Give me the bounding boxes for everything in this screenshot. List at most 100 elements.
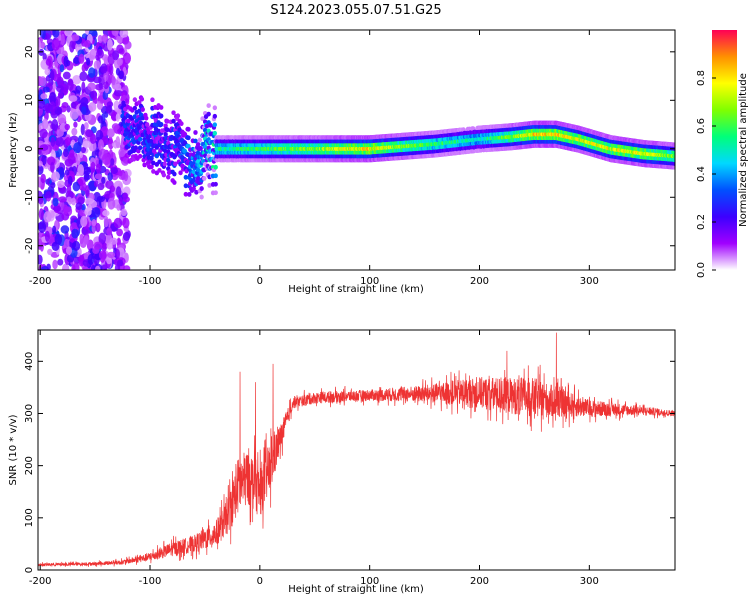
spectrogram-cell bbox=[98, 250, 107, 260]
spectrogram-cell bbox=[80, 123, 85, 136]
spectrogram-cell bbox=[103, 70, 109, 82]
spectrogram-cell bbox=[197, 137, 203, 143]
spectrogram-cell bbox=[183, 183, 189, 189]
spectrogram-cell bbox=[198, 145, 203, 151]
spectrogram-cell bbox=[195, 159, 201, 164]
spectrogram-cell bbox=[40, 173, 46, 184]
spectrogram-cell bbox=[175, 113, 181, 119]
spectrogram-cell bbox=[159, 113, 164, 119]
spectrogram-cell bbox=[56, 128, 64, 137]
spectrogram-cell bbox=[98, 232, 106, 245]
spectrogram-cell bbox=[159, 105, 164, 110]
spectrogram-cell bbox=[132, 105, 138, 111]
spectrogram-cell bbox=[100, 63, 108, 74]
spectrogram-cell bbox=[92, 76, 102, 84]
spectrogram-cell bbox=[43, 211, 52, 223]
spectrogram-cell bbox=[38, 165, 44, 175]
spectrogram-cell bbox=[64, 169, 70, 176]
spectrogram-cell bbox=[56, 180, 65, 188]
spectrogram-cell bbox=[206, 103, 211, 109]
spectrogram-cell bbox=[49, 101, 56, 113]
spectrogram-cell bbox=[111, 123, 120, 131]
spectrogram-cell bbox=[70, 101, 77, 109]
spectrogram-cell bbox=[118, 196, 123, 205]
spectrogram-cell bbox=[97, 115, 104, 124]
spectrogram-cell bbox=[80, 146, 87, 154]
spectrogram-cell bbox=[67, 79, 74, 91]
spectrogram-cell bbox=[66, 183, 72, 196]
spectrogram-cell bbox=[52, 171, 60, 182]
spectrogram-cell bbox=[157, 167, 162, 173]
spectrogram-cell bbox=[47, 248, 53, 255]
spectrogram-cell bbox=[57, 91, 64, 99]
spectrogram-cell bbox=[38, 235, 42, 247]
spectrogram-cell bbox=[95, 163, 102, 174]
spectrogram-cell bbox=[165, 127, 170, 133]
spectrogram-cell bbox=[72, 181, 80, 192]
spectrogram-cell bbox=[41, 118, 49, 130]
spectrogram-cell bbox=[45, 58, 52, 66]
spectrogram-cells bbox=[38, 30, 675, 270]
spectrogram-cell bbox=[186, 126, 191, 132]
spectrogram-cell bbox=[44, 102, 51, 113]
spectrogram-cell bbox=[97, 182, 105, 191]
spectrogram-cell bbox=[116, 237, 122, 247]
spectrogram-cell bbox=[140, 107, 145, 112]
spectrogram-cell bbox=[111, 50, 120, 61]
spectrogram-cell bbox=[137, 136, 143, 142]
spectrogram-cell bbox=[186, 135, 191, 141]
spectrogram-cell bbox=[96, 195, 106, 203]
spectrogram-cell bbox=[52, 225, 57, 234]
spectrogram-cell bbox=[84, 185, 90, 197]
spectrogram-cell bbox=[51, 39, 60, 51]
spectrogram-cell bbox=[73, 121, 78, 128]
spectrogram-cell bbox=[183, 191, 189, 197]
spectrogram-cell bbox=[52, 205, 62, 212]
spectrogram-cell bbox=[88, 67, 96, 78]
spectrogram-cell bbox=[101, 242, 107, 252]
spectrogram-cell bbox=[46, 263, 51, 270]
spectrogram-cell bbox=[106, 128, 115, 138]
spectrogram-cell bbox=[212, 113, 218, 119]
spectrogram-cell bbox=[114, 83, 122, 91]
spectrogram-cell bbox=[78, 53, 85, 64]
spectrogram-cell bbox=[96, 48, 104, 59]
spectrogram-cell bbox=[213, 164, 218, 170]
spectrogram-cell bbox=[95, 222, 101, 233]
spectrogram-cell bbox=[207, 182, 212, 188]
spectrogram-cell bbox=[212, 130, 218, 136]
spectrogram-cell bbox=[39, 144, 49, 151]
spectrogram-cell bbox=[141, 157, 146, 163]
spectrogram-cell bbox=[150, 97, 155, 103]
spectrogram-cell bbox=[191, 186, 196, 192]
spectrogram-cell bbox=[187, 192, 192, 197]
spectrogram-cell bbox=[87, 253, 95, 266]
spectrogram-cell bbox=[95, 129, 104, 142]
spectrogram-cell bbox=[116, 58, 123, 66]
spectrogram-cell bbox=[60, 225, 70, 234]
spectrogram-cell bbox=[84, 197, 94, 205]
spectrogram-cell bbox=[42, 86, 50, 93]
spectrogram-cell bbox=[208, 122, 213, 128]
spectrogram-cell bbox=[44, 230, 50, 243]
spectrogram-cell bbox=[151, 160, 156, 166]
spectrogram-cell bbox=[194, 189, 199, 195]
spectrogram-cell bbox=[119, 30, 129, 38]
spectrogram-cell bbox=[113, 180, 123, 190]
spectrogram-cell bbox=[76, 153, 81, 166]
spectrogram-cell bbox=[132, 97, 138, 103]
spectrogram-cell bbox=[111, 75, 116, 86]
spectrogram-cell bbox=[178, 170, 183, 176]
spectrogram-cell bbox=[97, 34, 103, 44]
spectrogram-cell bbox=[206, 111, 211, 117]
spectrogram-cell bbox=[213, 190, 218, 196]
spectrogram-cell bbox=[200, 116, 205, 122]
spectrogram-cell bbox=[72, 56, 81, 64]
spectrogram-cell bbox=[195, 142, 201, 147]
spectrogram-cell bbox=[122, 231, 131, 241]
spectrogram-cell bbox=[65, 136, 71, 147]
spectrogram-cell bbox=[172, 180, 177, 185]
spectrogram-cell bbox=[116, 44, 124, 54]
